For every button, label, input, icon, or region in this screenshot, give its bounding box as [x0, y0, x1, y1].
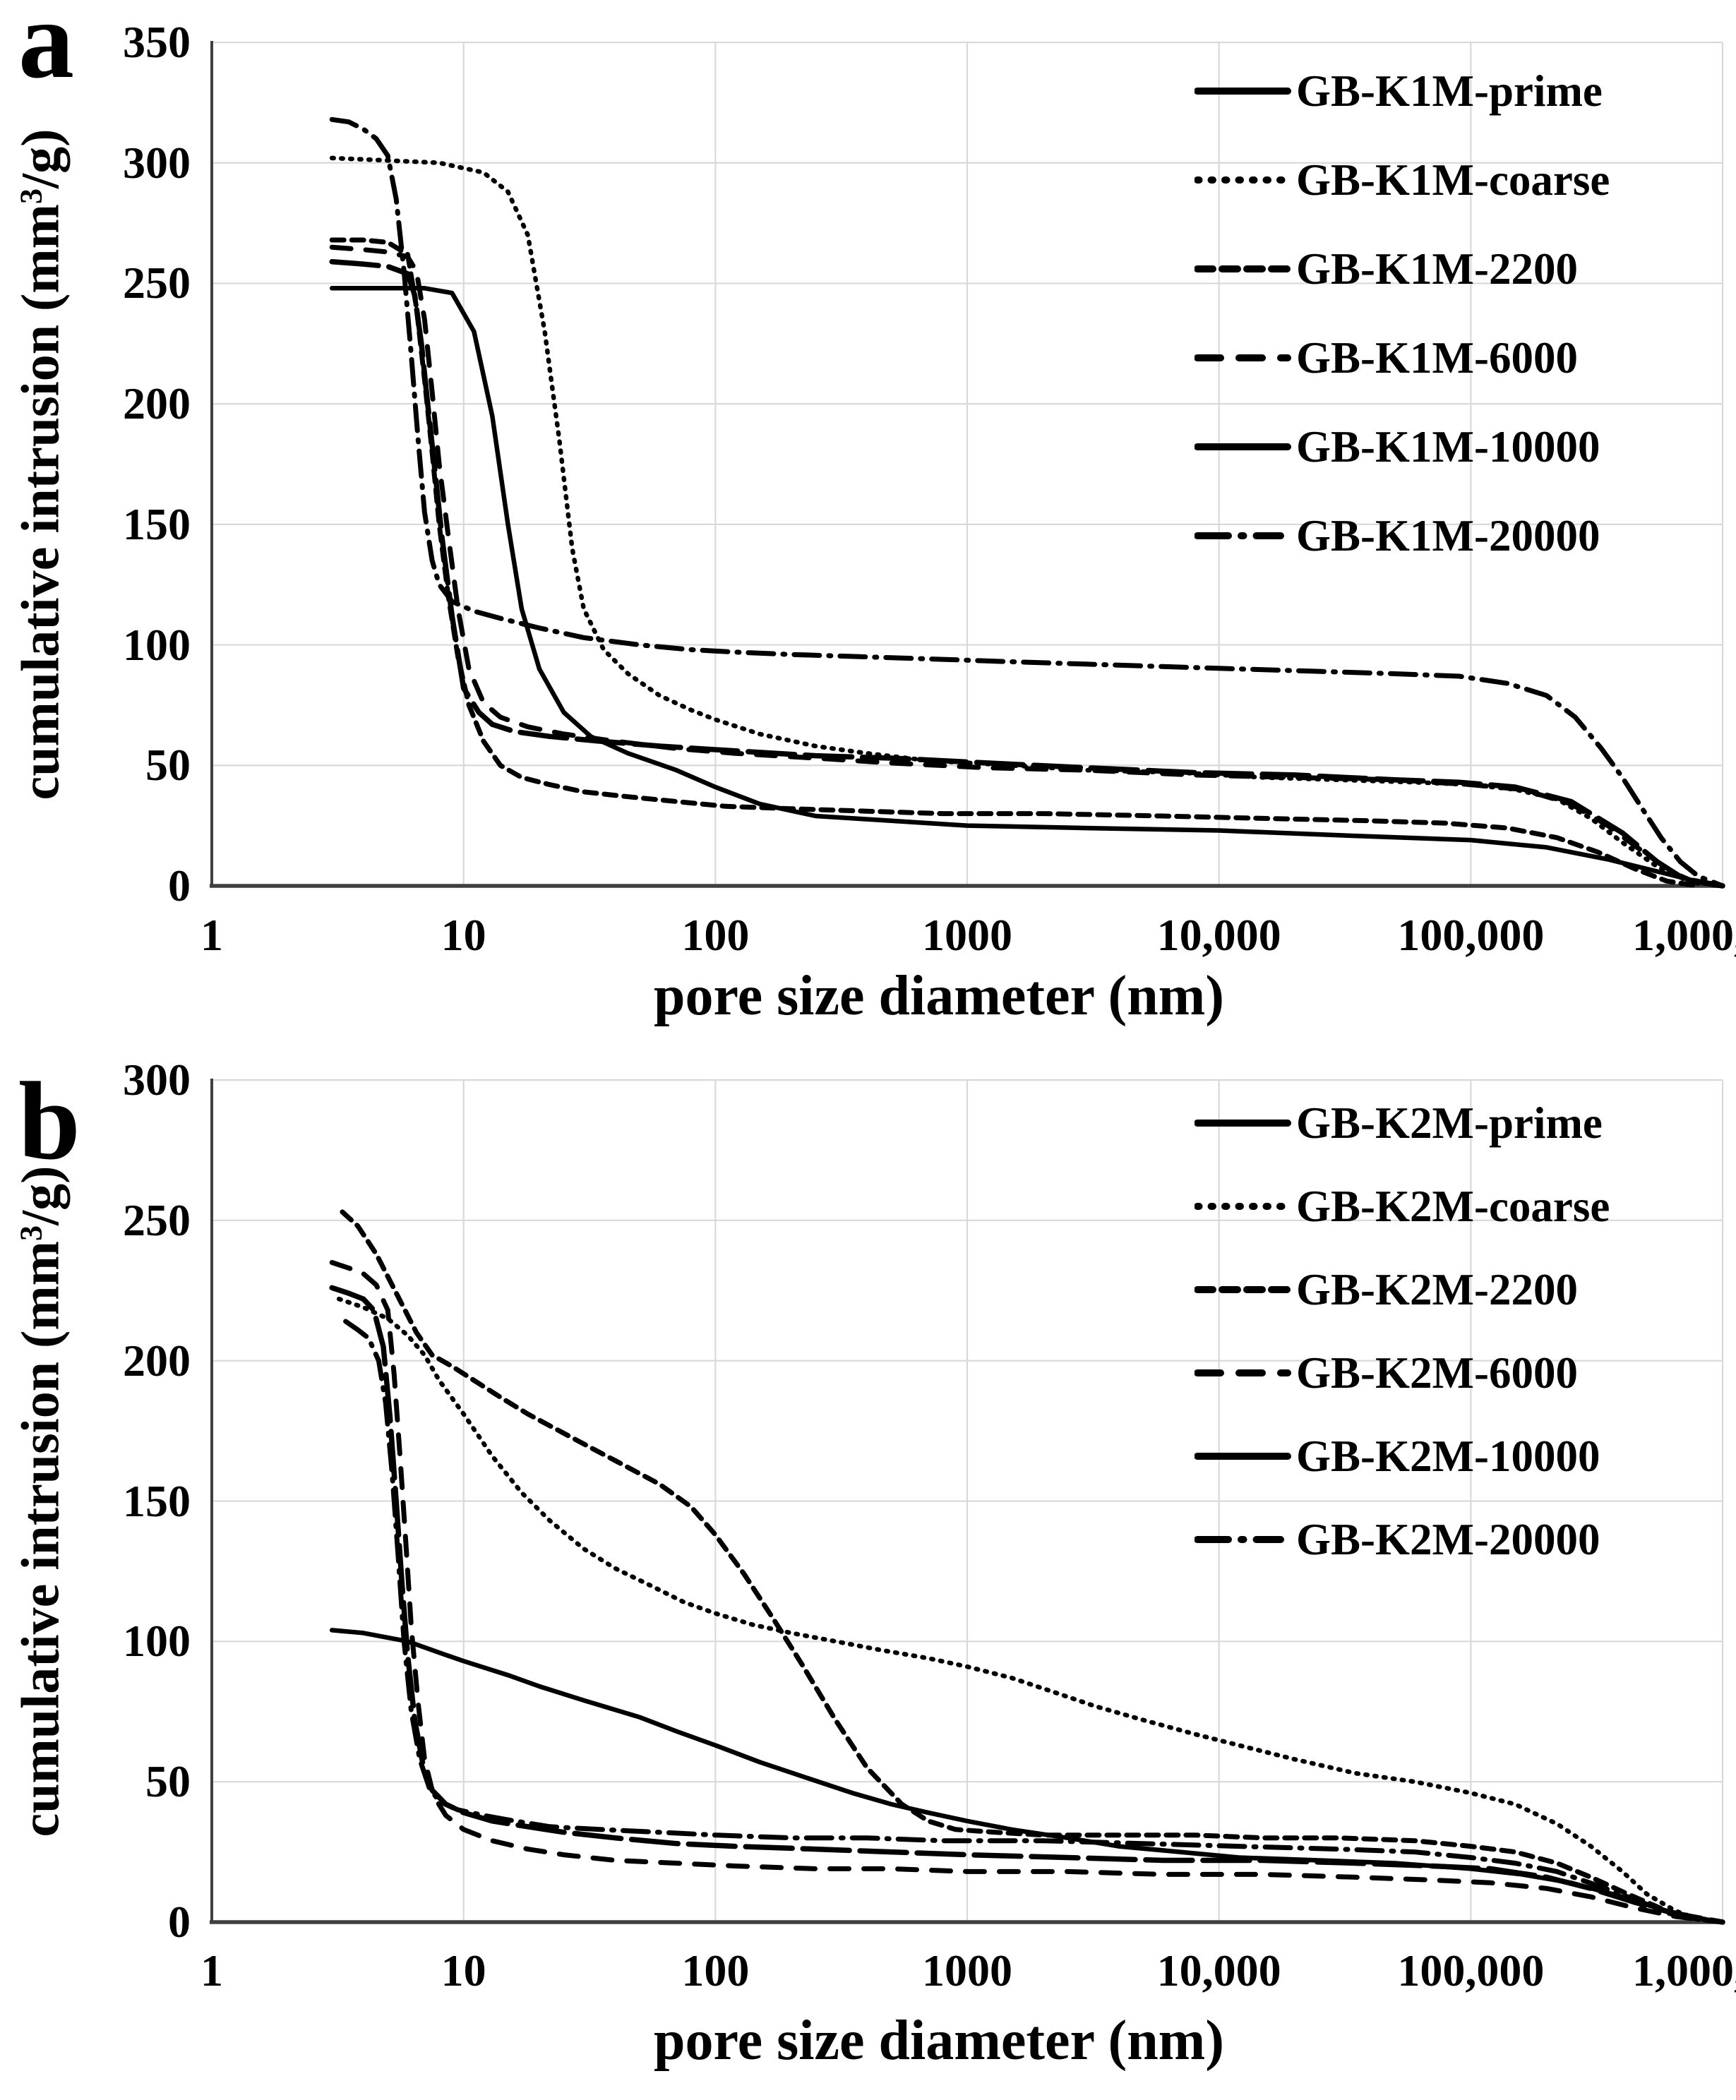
legend-label: GB-K1M-2200 — [1296, 244, 1578, 294]
legend-line-sample-icon — [1195, 1536, 1284, 1543]
y-tick-label: 200 — [123, 378, 191, 429]
x-tick-label: 1 — [200, 1945, 223, 1996]
legend-item-GB-K2M-prime: GB-K2M-prime — [1195, 1081, 1610, 1165]
y-tick-label: 300 — [123, 137, 191, 188]
legend-item-GB-K1M-prime: GB-K1M-prime — [1195, 47, 1610, 136]
panel-letter-a: a — [18, 0, 74, 102]
series-GB-K2M-2200 — [340, 1209, 1725, 1925]
legend-line-sample-icon — [1195, 1369, 1291, 1376]
y-tick-label: 350 — [123, 17, 191, 67]
legend-label: GB-K1M-prime — [1296, 66, 1603, 116]
legend-line-sample-icon — [1195, 1203, 1291, 1210]
y-tick-label: 250 — [123, 1194, 191, 1245]
legend-label: GB-K2M-prime — [1296, 1098, 1603, 1148]
legend-item-GB-K1M-coarse: GB-K1M-coarse — [1195, 136, 1610, 224]
legend-label: GB-K2M-20000 — [1296, 1514, 1600, 1564]
y-axis-title-text: cumulative intrusion (mm — [11, 1240, 71, 1837]
y-axis-title-superscript: 3 — [13, 188, 49, 204]
legend-label: GB-K2M-2200 — [1296, 1264, 1578, 1314]
series-GB-K2M-prime — [329, 1628, 1725, 1925]
legend-b: GB-K2M-prime GB-K2M-coarse GB-K2M-2200 GB-K… — [1195, 1081, 1610, 1581]
legend-label: GB-K1M-10000 — [1296, 421, 1600, 472]
legend-item-GB-K2M-coarse: GB-K2M-coarse — [1195, 1165, 1610, 1248]
legend-line-sample-icon — [1195, 1453, 1291, 1460]
x-tick-label: 1,000,000 — [1632, 1945, 1736, 1996]
legend-line-sample-icon — [1195, 1120, 1291, 1127]
legend-item-GB-K2M-10000: GB-K2M-10000 — [1195, 1415, 1610, 1498]
y-tick-label: 50 — [145, 1756, 191, 1807]
x-tick-label: 10,000 — [1156, 910, 1281, 960]
y-tick-label: 200 — [123, 1335, 191, 1386]
legend-line-sample-icon — [1195, 88, 1291, 95]
legend-line-sample-icon — [1195, 265, 1291, 272]
x-tick-label: 100,000 — [1397, 910, 1545, 960]
legend-item-GB-K1M-10000: GB-K1M-10000 — [1195, 402, 1610, 491]
x-axis-title-a: pore size diameter (nm) — [654, 965, 1224, 1027]
legend-label: GB-K1M-coarse — [1296, 155, 1610, 205]
legend-item-GB-K2M-20000: GB-K2M-20000 — [1195, 1498, 1610, 1581]
legend-item-GB-K1M-20000: GB-K1M-20000 — [1195, 491, 1610, 580]
series-GB-K1M-10000 — [329, 258, 1725, 889]
y-tick-label: 150 — [123, 498, 191, 549]
y-axis-title-a: cumulative intrusion (mm3/g) — [11, 128, 72, 800]
gridlines — [210, 41, 1724, 887]
legend-line-sample-icon — [1195, 176, 1291, 184]
legend-line-sample-icon — [1195, 443, 1291, 450]
legend-item-GB-K2M-2200: GB-K2M-2200 — [1195, 1248, 1610, 1331]
legend-item-GB-K1M-6000: GB-K1M-6000 — [1195, 313, 1610, 402]
legend-item-GB-K1M-2200: GB-K1M-2200 — [1195, 224, 1610, 313]
y-tick-label: 0 — [168, 1897, 191, 1947]
panel-b: b cumulative intrusion (mm3/g) 1 10 100 100… — [0, 1038, 1736, 2100]
legend-label: GB-K2M-10000 — [1296, 1431, 1600, 1481]
y-tick-label: 100 — [123, 619, 191, 670]
series-GB-K1M-prime — [329, 286, 1725, 889]
legend-label: GB-K1M-20000 — [1296, 510, 1600, 560]
plot-area-b — [210, 1079, 1725, 1925]
panel-a: a cumulative intrusion (mm3/g) 1 10 100 100… — [0, 0, 1736, 1038]
x-tick-label: 1000 — [922, 910, 1012, 960]
legend-label: GB-K2M-coarse — [1296, 1181, 1610, 1231]
x-tick-label: 1 — [200, 910, 223, 960]
plot-area-a — [210, 41, 1725, 889]
legend-a: GB-K1M-prime GB-K1M-coarse GB-K1M-2200 GB-K… — [1195, 47, 1610, 580]
x-tick-label: 10,000 — [1156, 1945, 1281, 1996]
y-tick-label: 250 — [123, 258, 191, 308]
x-tick-label: 10 — [441, 910, 486, 960]
y-tick-label: 300 — [123, 1055, 191, 1105]
y-tick-label: 150 — [123, 1475, 191, 1526]
x-tick-label: 100 — [681, 910, 750, 960]
legend-line-sample-icon — [1195, 354, 1291, 361]
panel-letter-b: b — [18, 1060, 80, 1183]
x-tick-label: 1,000,000 — [1632, 910, 1736, 960]
y-tick-label: 0 — [168, 860, 191, 911]
legend-line-sample-icon — [1195, 532, 1284, 539]
x-tick-label: 10 — [441, 1945, 486, 1996]
x-axis-title-b: pore size diameter (nm) — [654, 2010, 1224, 2072]
legend-item-GB-K2M-6000: GB-K2M-6000 — [1195, 1331, 1610, 1415]
x-tick-label: 1000 — [922, 1945, 1012, 1996]
y-tick-label: 100 — [123, 1616, 191, 1667]
legend-label: GB-K1M-6000 — [1296, 332, 1578, 383]
series-GB-K2M-6000 — [329, 1260, 1725, 1925]
y-tick-label: 50 — [145, 740, 191, 791]
series-GB-K1M-20000 — [329, 116, 1725, 889]
x-tick-label: 100 — [681, 1945, 750, 1996]
series-GB-K2M-coarse — [336, 1296, 1725, 1925]
legend-line-sample-icon — [1195, 1286, 1291, 1293]
x-tick-label: 100,000 — [1397, 1945, 1545, 1996]
series-GB-K2M-20000 — [343, 1319, 1725, 1925]
legend-label: GB-K2M-6000 — [1296, 1348, 1578, 1398]
